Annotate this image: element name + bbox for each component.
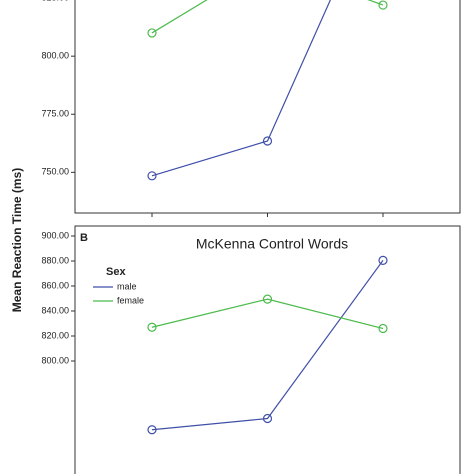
plot-area <box>147 0 388 181</box>
point <box>147 171 157 181</box>
point <box>262 413 273 424</box>
y-tick-label: 820.00 <box>41 330 69 340</box>
series-line <box>151 0 384 34</box>
y-tick-label: 840.00 <box>41 305 69 315</box>
point <box>378 0 388 10</box>
plot-frame <box>74 225 461 474</box>
plot-area <box>147 255 388 435</box>
y-tick-label: 800.00 <box>41 51 69 61</box>
point <box>147 322 157 332</box>
series-line <box>151 260 384 431</box>
plot-frame <box>74 0 461 214</box>
y-tick-label: 750.00 <box>41 167 69 177</box>
y-axis-label: Mean Reaction Time (ms) <box>10 168 24 312</box>
point <box>147 425 157 435</box>
series-line <box>151 298 384 330</box>
point <box>147 28 157 38</box>
y-tick-label: 860.00 <box>41 280 69 290</box>
y-tick-label: 800.00 <box>41 355 69 365</box>
y-tick-label: 825.00 <box>41 0 69 2</box>
point <box>378 323 388 334</box>
panel-label: B <box>80 232 88 244</box>
legend-label: female <box>117 295 144 305</box>
series-line <box>151 0 332 177</box>
y-tick-label: 775.00 <box>41 109 69 119</box>
point <box>262 294 273 304</box>
y-tick-label: 900.00 <box>41 230 69 240</box>
y-tick-label: 880.00 <box>41 255 69 265</box>
point <box>378 255 388 265</box>
point <box>262 136 273 146</box>
legend-title: Sex <box>106 266 126 278</box>
chart-title: McKenna Control Words <box>196 236 348 252</box>
legend-label: male <box>117 281 137 291</box>
